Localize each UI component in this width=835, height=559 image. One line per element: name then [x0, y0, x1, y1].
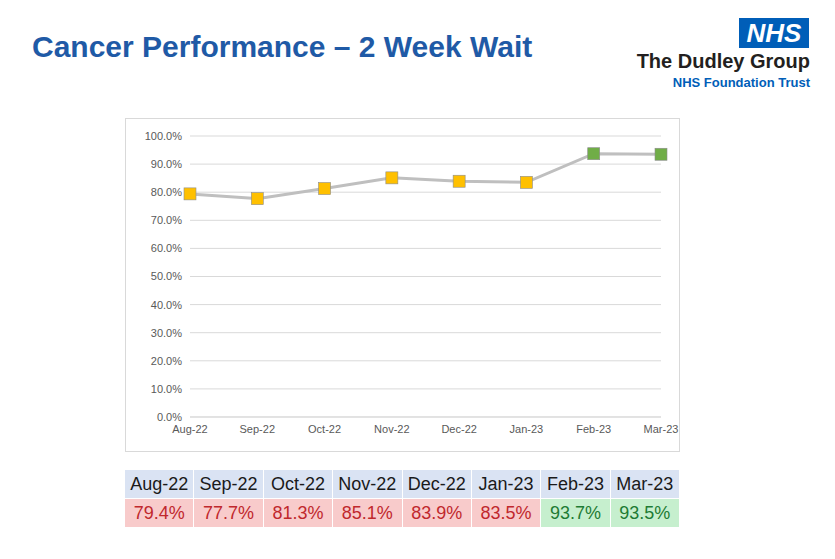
html-text:81.3%: 81.3%: [272, 503, 324, 523]
html-text:83.9%: 83.9%: [411, 503, 463, 523]
svg-text:50.0%: 50.0%: [151, 270, 182, 282]
html-text:Oct-22: Oct-22: [270, 474, 325, 494]
html-text:Aug-22: Aug-22: [130, 474, 189, 494]
svg-text:30.0%: 30.0%: [151, 327, 182, 339]
html-text:Feb-23: Feb-23: [546, 474, 604, 494]
svg-text:Jan-23: Jan-23: [510, 423, 544, 435]
svg-text:0.0%: 0.0%: [157, 411, 182, 423]
html-text:NHS: NHS: [746, 18, 802, 48]
html-text:93.7%: 93.7%: [549, 503, 601, 523]
html-text:83.5%: 83.5%: [480, 503, 532, 523]
svg-text:Nov-22: Nov-22: [374, 423, 409, 435]
svg-text:100.0%: 100.0%: [145, 130, 183, 142]
html-text:79.4%: 79.4%: [133, 503, 185, 523]
html-text:Mar-23: Mar-23: [616, 474, 674, 494]
svg-text:80.0%: 80.0%: [151, 186, 182, 198]
html-text:77.7%: 77.7%: [203, 503, 255, 523]
svg-text:Oct-22: Oct-22: [308, 423, 341, 435]
svg-text:20.0%: 20.0%: [151, 355, 182, 367]
svg-text:60.0%: 60.0%: [151, 242, 182, 254]
html-text:93.5%: 93.5%: [619, 503, 671, 523]
html-text:Nov-22: Nov-22: [338, 474, 397, 494]
html-text:NHS Foundation Trust: NHS Foundation Trust: [672, 75, 810, 90]
html-text:The Dudley Group: The Dudley Group: [636, 50, 810, 72]
svg-text:Feb-23: Feb-23: [576, 423, 611, 435]
html-text:Jan-23: Jan-23: [478, 474, 534, 494]
svg-text:10.0%: 10.0%: [151, 383, 182, 395]
svg-text:Dec-22: Dec-22: [441, 423, 476, 435]
svg-text:70.0%: 70.0%: [151, 214, 182, 226]
html-text:Dec-22: Dec-22: [407, 474, 466, 494]
html-text:Cancer Performance – 2 Week Wa: Cancer Performance – 2 Week Wait: [32, 30, 533, 63]
svg-text:90.0%: 90.0%: [151, 158, 182, 170]
svg-text:40.0%: 40.0%: [151, 299, 182, 311]
html-text:85.1%: 85.1%: [341, 503, 393, 523]
html-text:Sep-22: Sep-22: [199, 474, 258, 494]
svg-text:Mar-23: Mar-23: [644, 423, 679, 435]
svg-text:Sep-22: Sep-22: [240, 423, 275, 435]
svg-text:Aug-22: Aug-22: [172, 423, 207, 435]
